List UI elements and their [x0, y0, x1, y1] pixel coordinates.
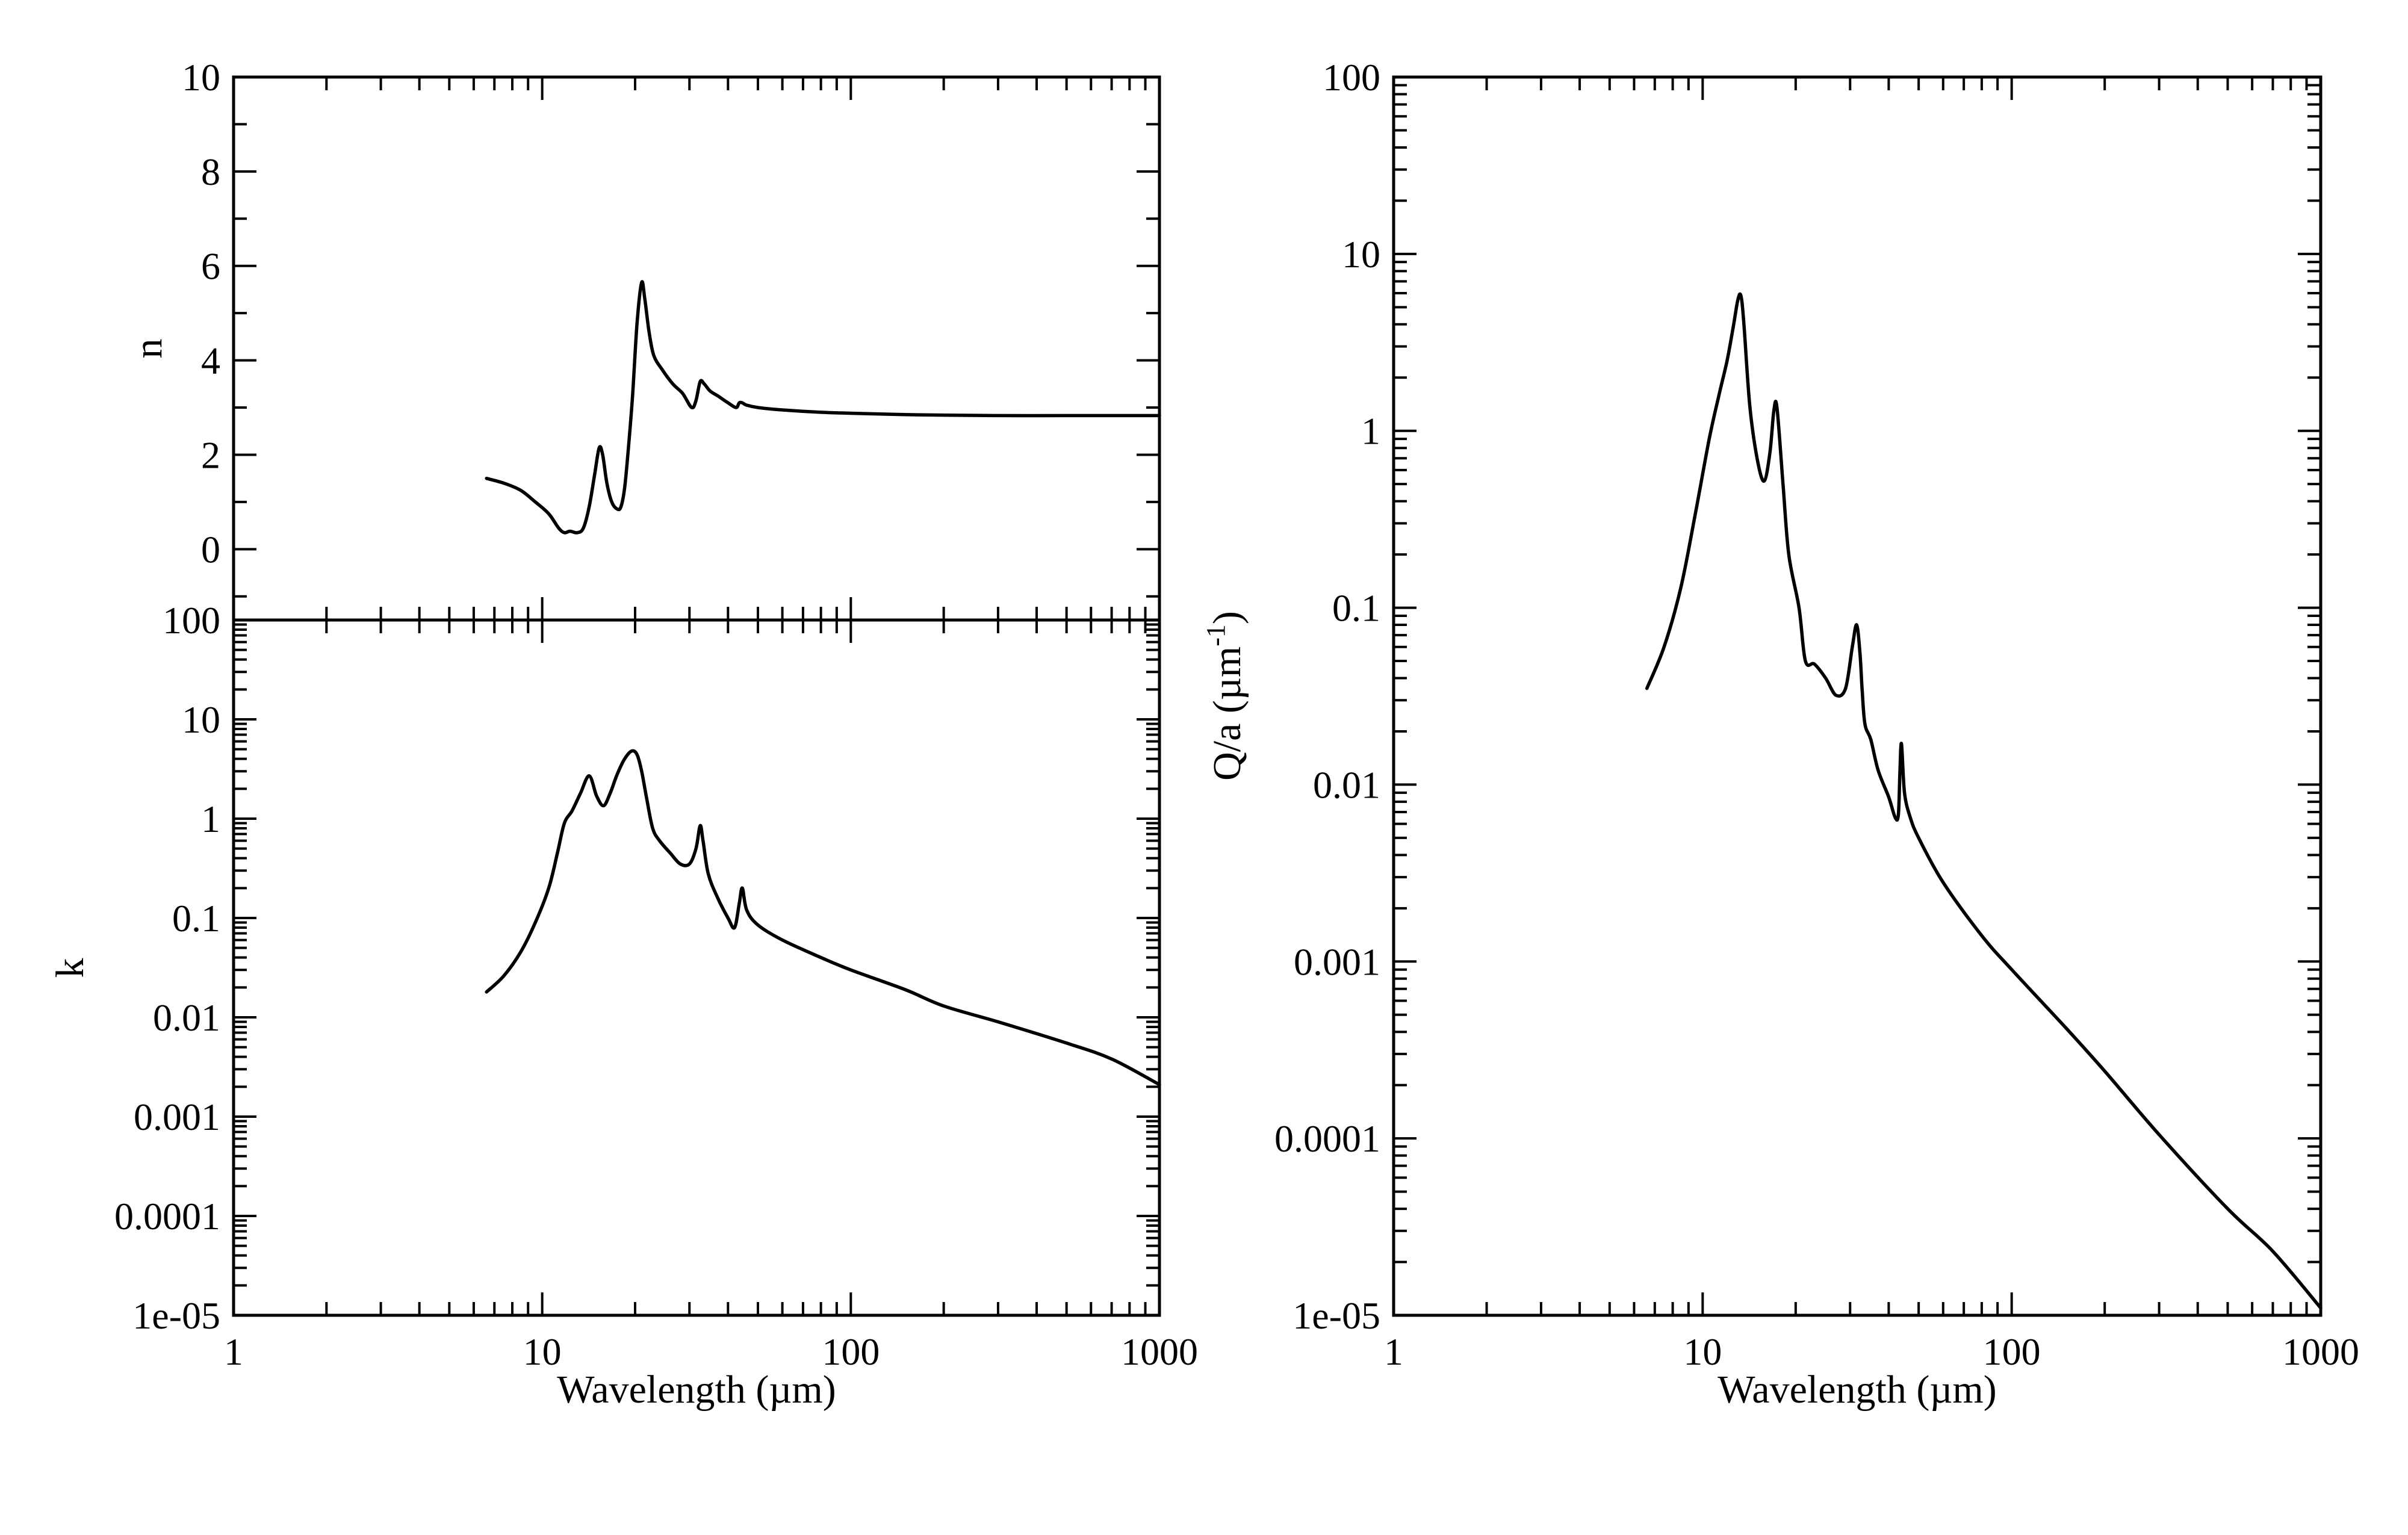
x-tick-label-2: 100: [822, 1330, 880, 1373]
y-tick-label-6: 10: [1342, 233, 1380, 276]
k-ticks: [232, 619, 1161, 1316]
qa-y-tick-labels: 1e-05 0.0001 0.001 0.01 0.1 1 10 100: [1274, 56, 1380, 1337]
x-tick-label-1: 10: [523, 1330, 562, 1373]
n-curves: [485, 280, 1161, 535]
n-y-axis-label: n: [126, 339, 170, 359]
y-tick-label-1: 0.0001: [114, 1195, 220, 1238]
absorption-efficiency-qa-plot: 1e-05 0.0001 0.001 0.01 0.1 1 10 100 1 10 100 1000…: [1201, 56, 2359, 1412]
k-plot-frame: [232, 618, 1161, 1317]
qa-curves: [1645, 292, 2323, 1310]
x-tick-label-0: 1: [1384, 1330, 1403, 1373]
y-tick-label-3: 6: [201, 245, 220, 288]
qa-x-tick-labels: 1 10 100 1000: [1384, 1330, 2359, 1373]
y-tick-label-7: 100: [163, 599, 220, 642]
y-tick-label-3: 0.01: [153, 996, 220, 1039]
qa-y-label-close: ): [1205, 611, 1249, 624]
y-tick-label-5: 1: [201, 798, 220, 840]
y-tick-label-3: 0.01: [1313, 763, 1380, 806]
x-tick-label-3: 1000: [2282, 1330, 2359, 1373]
y-tick-label-1: 2: [201, 433, 220, 476]
extinction-coefficient-k-plot: 1e-05 0.0001 0.001 0.01 0.1 1 10 100 1 10 100 1000…: [48, 599, 1198, 1412]
x-tick-label-0: 1: [224, 1330, 243, 1373]
k-curves: [485, 749, 1161, 1087]
k-y-tick-labels: 1e-05 0.0001 0.001 0.01 0.1 1 10 100: [114, 599, 220, 1337]
k-x-tick-labels: 1 10 100 1000: [224, 1330, 1198, 1373]
x-tick-label-2: 100: [1983, 1330, 2041, 1373]
n-y-tick-labels: 0 2 4 6 8 10: [182, 56, 220, 571]
y-tick-label-2: 0.001: [134, 1096, 220, 1138]
x-tick-label-3: 1000: [1121, 1330, 1198, 1373]
y-tick-label-0: 1e-05: [132, 1294, 220, 1337]
y-tick-label-2: 0.001: [1294, 940, 1380, 983]
x-tick-label-1: 10: [1683, 1330, 1722, 1373]
k-series-line-0: [485, 749, 1161, 1087]
y-tick-label-7: 100: [1323, 56, 1380, 99]
y-tick-label-4: 8: [201, 150, 220, 193]
k-x-axis-label: Wavelength (µm): [557, 1368, 836, 1412]
y-tick-label-2: 4: [201, 340, 220, 382]
y-tick-label-5: 1: [1361, 410, 1380, 453]
y-tick-label-6: 10: [182, 698, 220, 741]
qa-x-axis-label: Wavelength (µm): [1718, 1368, 1996, 1412]
n-ticks: [232, 76, 1161, 620]
y-tick-label-0: 1e-05: [1292, 1294, 1380, 1337]
qa-y-label-base: Q/a (µm: [1205, 647, 1249, 781]
qa-plot-frame: [1392, 75, 2323, 1317]
qa-y-axis-label: Q/a (µm-1): [1201, 611, 1249, 781]
y-tick-label-0: 0: [201, 528, 220, 571]
y-tick-label-1: 0.0001: [1274, 1117, 1380, 1160]
n-series-line-0: [485, 280, 1161, 535]
y-tick-label-4: 0.1: [1332, 587, 1380, 630]
k-y-axis-label: k: [48, 958, 92, 978]
y-tick-label-4: 0.1: [172, 897, 220, 940]
qa-y-label-sup: -1: [1201, 624, 1230, 647]
qa-series-line-0: [1645, 292, 2323, 1310]
y-tick-label-5: 10: [182, 56, 220, 99]
